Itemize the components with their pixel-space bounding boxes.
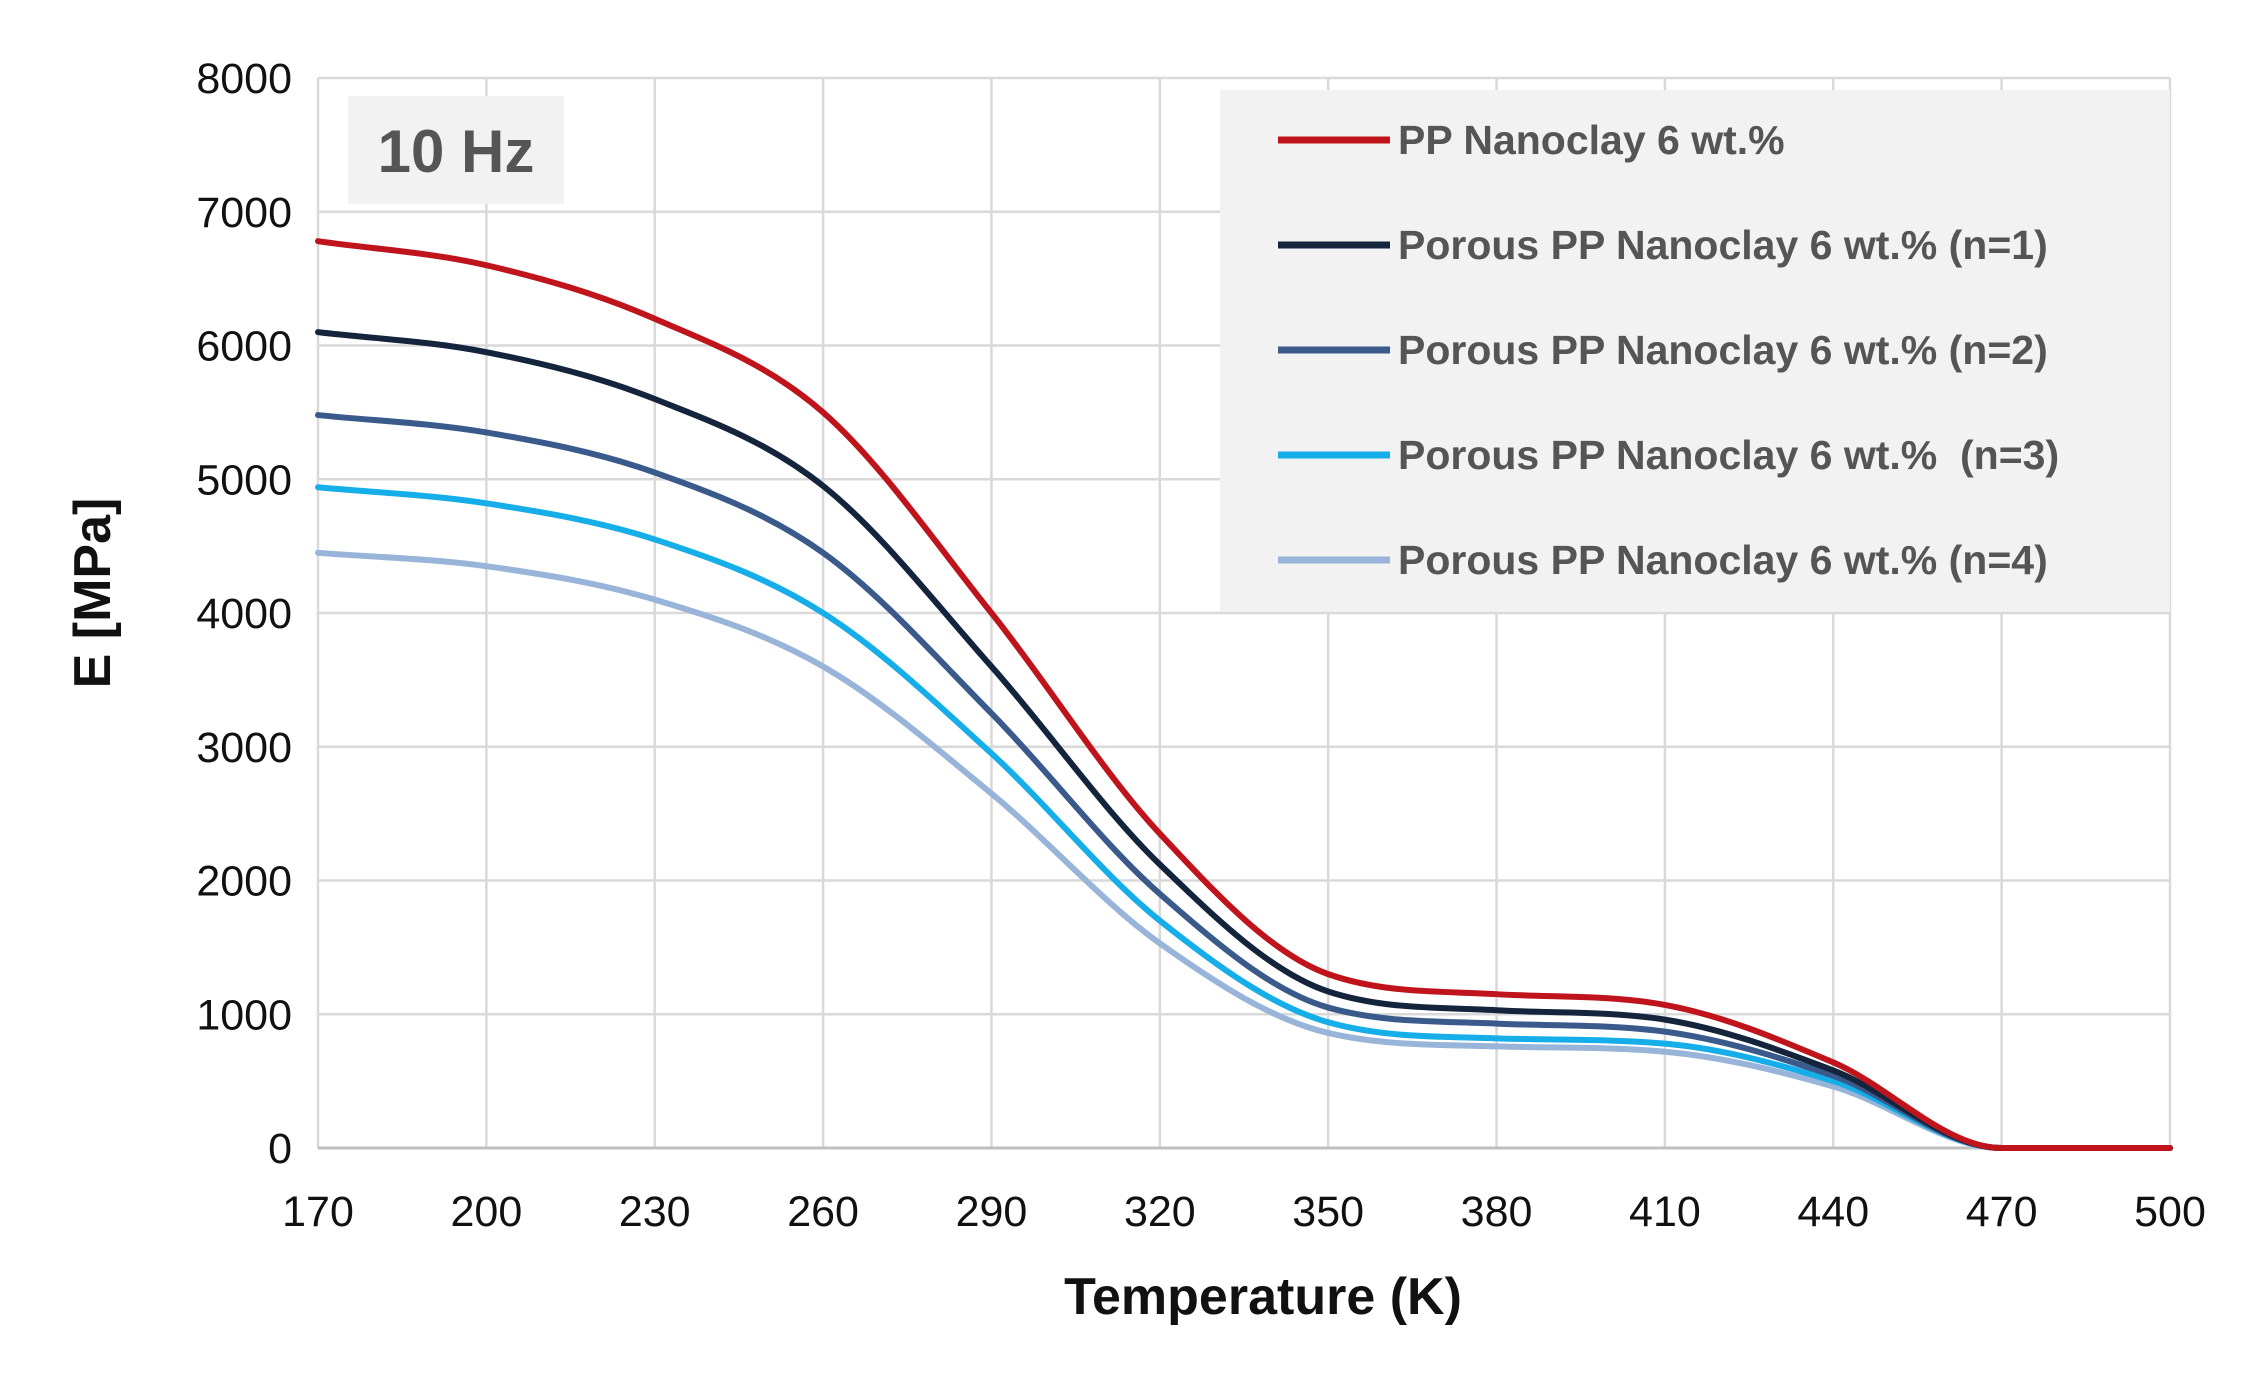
- x-tick-label: 260: [787, 1188, 859, 1236]
- annotation-badge: 10 Hz: [348, 96, 564, 204]
- x-tick-label: 350: [1292, 1188, 1364, 1236]
- x-tick-label: 440: [1797, 1188, 1869, 1236]
- series-line-5: [315, 549, 2173, 1152]
- x-tick-label: 170: [282, 1188, 354, 1236]
- series-line-2: [315, 329, 2173, 1152]
- annotation-box: [348, 96, 564, 204]
- y-tick-label: 8000: [196, 55, 292, 103]
- x-axis-ticks: 170 200 230 260 290 320 350 380 410 440 470 500: [282, 1188, 2206, 1236]
- x-tick-label: 230: [619, 1188, 691, 1236]
- x-tick-label: 410: [1629, 1188, 1701, 1236]
- series-line-4: [315, 484, 2173, 1152]
- legend-label-5: Porous PP Nanoclay 6 wt.% (n=4): [1398, 537, 2048, 583]
- y-tick-label: 4000: [196, 590, 292, 638]
- y-tick-label: 0: [268, 1125, 292, 1173]
- x-tick-label: 500: [2134, 1188, 2206, 1236]
- y-axis-title: E [MPa]: [64, 498, 122, 689]
- y-tick-label: 1000: [196, 991, 292, 1039]
- x-axis-title: Temperature (K): [1064, 1268, 1462, 1326]
- legend-label-3: Porous PP Nanoclay 6 wt.% (n=2): [1398, 327, 2048, 373]
- x-tick-label: 470: [1966, 1188, 2038, 1236]
- series-line-1: [315, 238, 2173, 1152]
- legend: PP Nanoclay 6 wt.% Porous PP Nanoclay 6 w…: [1220, 90, 2170, 612]
- y-tick-label: 7000: [196, 189, 292, 237]
- series-lines: [315, 238, 2173, 1152]
- y-tick-label: 3000: [196, 724, 292, 772]
- x-tick-label: 290: [956, 1188, 1028, 1236]
- legend-label-1: PP Nanoclay 6 wt.%: [1398, 117, 1785, 163]
- x-tick-label: 380: [1461, 1188, 1533, 1236]
- legend-label-2: Porous PP Nanoclay 6 wt.% (n=1): [1398, 222, 2048, 268]
- y-tick-label: 2000: [196, 858, 292, 906]
- y-axis-ticks: 0 1000 2000 3000 4000 5000 6000 7000 8000: [196, 55, 292, 1173]
- y-tick-label: 6000: [196, 323, 292, 371]
- annotation-label: 10 Hz: [378, 118, 535, 185]
- x-tick-label: 200: [450, 1188, 522, 1236]
- series-line-3: [315, 412, 2173, 1152]
- x-tick-label: 320: [1124, 1188, 1196, 1236]
- legend-label-4: Porous PP Nanoclay 6 wt.% (n=3): [1398, 432, 2059, 478]
- y-tick-label: 5000: [196, 456, 292, 504]
